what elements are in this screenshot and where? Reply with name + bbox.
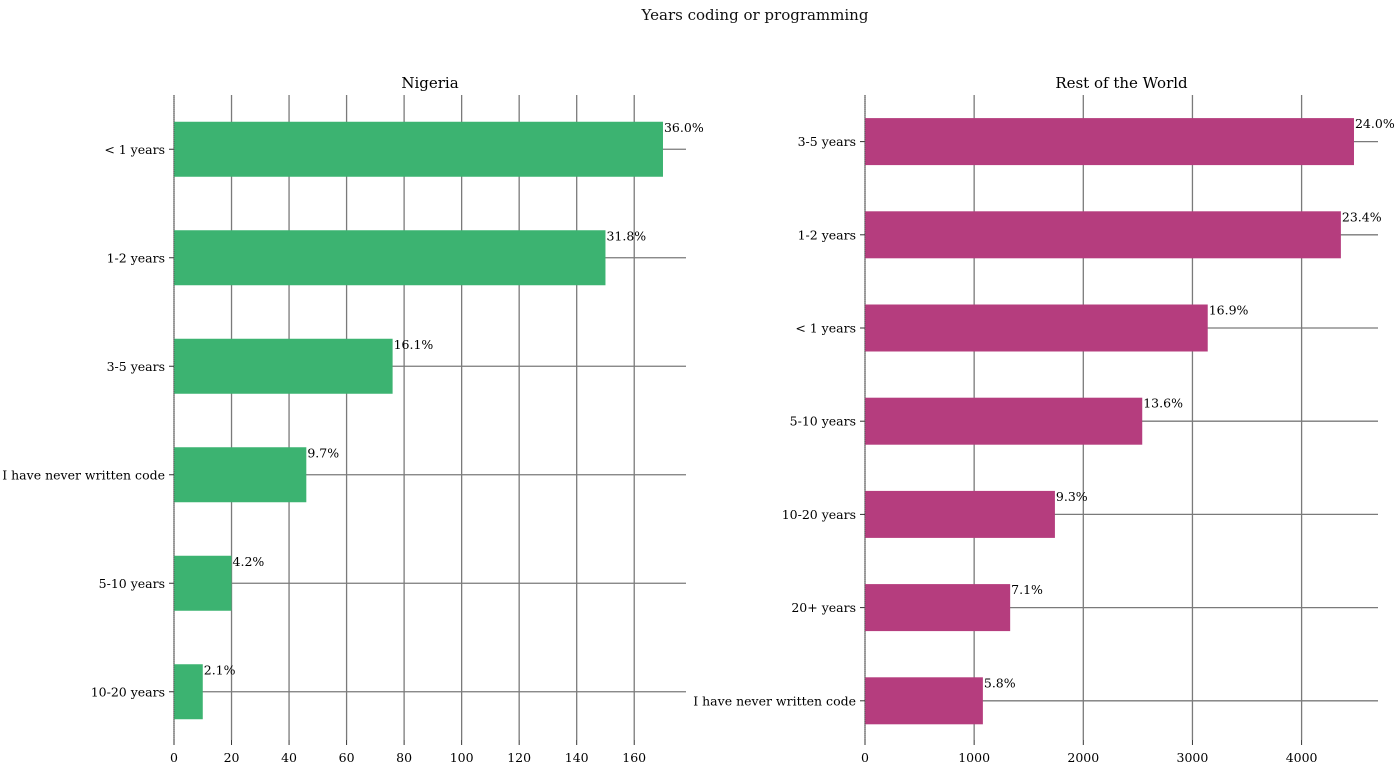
rest-of-world-bar (865, 118, 1354, 166)
nigeria-bar (174, 555, 232, 611)
rest-of-world-x-tick-label: 4000 (1286, 750, 1318, 765)
rest-of-world-data-label: 7.1% (1011, 582, 1043, 597)
nigeria-x-tick-label: 0 (170, 750, 178, 765)
rest-of-world-y-tick-label: 20+ years (791, 600, 856, 615)
rest-of-world-bar (865, 584, 1011, 632)
rest-of-world-y-tick-label: < 1 years (795, 321, 856, 336)
nigeria-data-label: 2.1% (204, 662, 236, 677)
rest-of-world-x-tick-label: 2000 (1067, 750, 1099, 765)
rest-of-world-y-tick-label: 3-5 years (798, 134, 856, 149)
rest-of-world-y-tick-label: 5-10 years (790, 414, 856, 429)
nigeria-y-tick-label: < 1 years (104, 142, 165, 157)
nigeria-y-tick-label: 10-20 years (91, 684, 165, 699)
nigeria-x-tick-label: 80 (396, 750, 412, 765)
rest-of-world-y-tick-label: I have never written code (693, 693, 856, 708)
nigeria-data-label: 4.2% (233, 554, 265, 569)
nigeria-y-tick-label: 3-5 years (107, 359, 165, 374)
rest-of-world-bar (865, 677, 983, 725)
nigeria-bar (174, 230, 606, 286)
nigeria-bar (174, 121, 663, 177)
nigeria-x-tick-label: 40 (281, 750, 297, 765)
rest-of-world-title: Rest of the World (1055, 74, 1188, 92)
rest-of-world-y-tick-label: 1-2 years (798, 227, 856, 242)
nigeria-x-tick-label: 160 (622, 750, 646, 765)
rest-of-world-data-label: 24.0% (1355, 116, 1395, 131)
nigeria-bar (174, 338, 393, 394)
nigeria-data-label: 31.8% (606, 228, 646, 243)
figure-title: Years coding or programming (641, 6, 869, 24)
rest-of-world-bar (865, 490, 1055, 538)
nigeria-x-tick-label: 60 (339, 750, 355, 765)
rest-of-world-bar (865, 304, 1208, 352)
rest-of-world-data-label: 5.8% (984, 675, 1016, 690)
rest-of-world-data-label: 13.6% (1143, 396, 1183, 411)
nigeria-x-tick-label: 140 (565, 750, 589, 765)
nigeria-bar (174, 664, 203, 720)
nigeria-title: Nigeria (401, 74, 458, 92)
nigeria-data-label: 9.7% (307, 445, 339, 460)
rest-of-world-data-label: 23.4% (1342, 209, 1382, 224)
nigeria-x-tick-label: 20 (224, 750, 240, 765)
rest-of-world-data-label: 16.9% (1209, 303, 1249, 318)
nigeria-y-tick-label: 1-2 years (107, 250, 165, 265)
nigeria-y-tick-label: 5-10 years (99, 576, 165, 591)
rest-of-world-y-tick-label: 10-20 years (782, 507, 856, 522)
rest-of-world-data-label: 9.3% (1056, 489, 1088, 504)
rest-of-world-x-tick-label: 3000 (1177, 750, 1209, 765)
nigeria-data-label: 36.0% (664, 120, 704, 135)
nigeria-x-tick-label: 100 (450, 750, 474, 765)
nigeria-data-label: 16.1% (394, 337, 434, 352)
rest-of-world-bar (865, 397, 1143, 445)
rest-of-world-x-tick-label: 1000 (958, 750, 990, 765)
nigeria-y-tick-label: I have never written code (2, 467, 165, 482)
nigeria-x-tick-label: 120 (507, 750, 531, 765)
rest-of-world-bar (865, 211, 1341, 259)
nigeria-bar (174, 447, 307, 503)
rest-of-world-x-tick-label: 0 (861, 750, 869, 765)
